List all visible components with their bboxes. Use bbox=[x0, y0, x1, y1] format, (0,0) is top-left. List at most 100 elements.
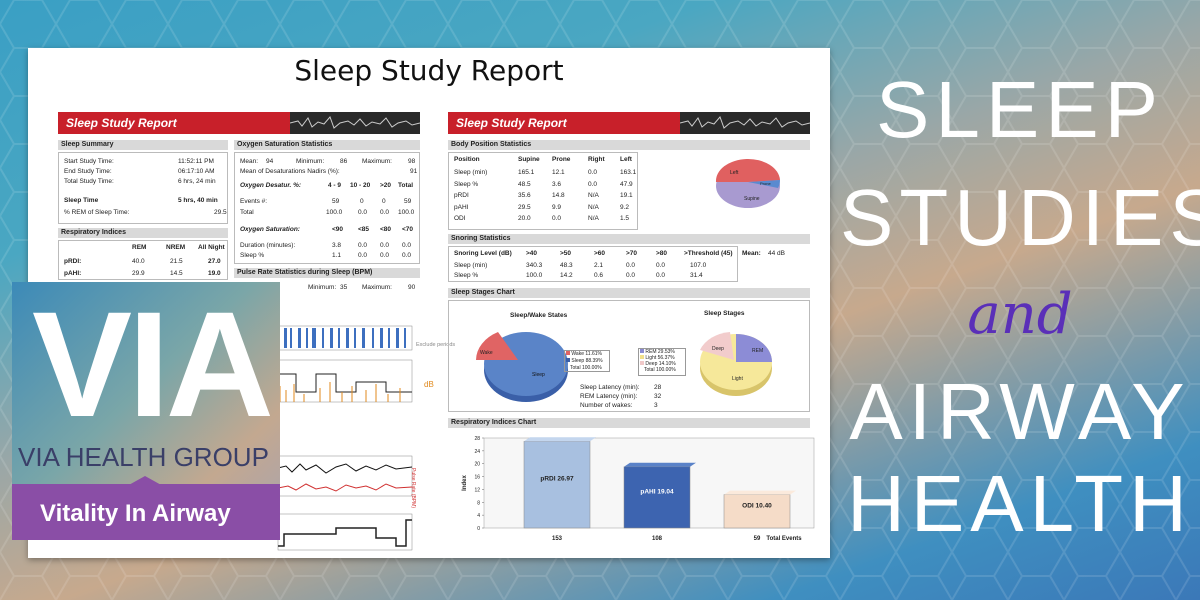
cell: 0.0 bbox=[626, 262, 636, 269]
label: Total bbox=[240, 209, 254, 216]
pie-label-prone: Prone bbox=[760, 181, 771, 186]
y-tick-label: 28 bbox=[474, 436, 480, 442]
cell: 35.6 bbox=[518, 192, 531, 199]
headline-line-3: AIRWAY bbox=[849, 367, 1191, 456]
label: Sleep Latency (min): bbox=[580, 384, 640, 391]
cell: 48.3 bbox=[560, 262, 573, 269]
value: 0.0 bbox=[380, 252, 390, 259]
cell: N/A bbox=[588, 215, 599, 222]
bar-top bbox=[524, 437, 596, 442]
label: Maximum: bbox=[362, 158, 392, 165]
value: 40.0 bbox=[132, 258, 145, 265]
col-header: <80 bbox=[380, 226, 392, 233]
cell: 0.0 bbox=[656, 262, 666, 269]
label: Oxygen Desatur. %: bbox=[240, 182, 302, 189]
snoring-heading: Snoring Statistics bbox=[448, 234, 810, 244]
rem-label: % REM of Sleep Time: bbox=[64, 209, 130, 216]
headline-line-2: STUDIES bbox=[840, 173, 1200, 262]
bar-value-label: pRDI 26.97 bbox=[540, 476, 574, 483]
value: 35 bbox=[340, 284, 348, 291]
value: 06:17:10 AM bbox=[178, 168, 215, 175]
wake-chart-title: Sleep/Wake States bbox=[510, 312, 568, 319]
label: REM Latency (min): bbox=[580, 393, 638, 400]
pie-label-light: Light bbox=[732, 376, 743, 382]
value: 0.0 bbox=[402, 242, 412, 249]
waveform-graphic bbox=[289, 112, 421, 134]
label: Minimum: bbox=[308, 284, 337, 291]
pulse-rate-heading: Pulse Rate Statistics during Sleep (BPM) bbox=[234, 268, 420, 278]
exclude-label: Exclude periods bbox=[416, 342, 456, 348]
overnight-traces bbox=[277, 325, 413, 551]
cell: 1.5 bbox=[620, 215, 630, 222]
pie-label-wake: Wake bbox=[480, 350, 493, 356]
value: 3.8 bbox=[332, 242, 342, 249]
cell: 14.8 bbox=[552, 192, 565, 199]
col-header: REM bbox=[132, 244, 147, 251]
bar-odi bbox=[723, 494, 791, 529]
cell: 0.0 bbox=[656, 272, 666, 279]
col-header: 10 - 20 bbox=[350, 182, 371, 189]
value: 0.0 bbox=[402, 252, 412, 259]
headline-line-1: SLEEP bbox=[876, 65, 1164, 154]
col-header: Prone bbox=[552, 156, 571, 163]
cell: 12.1 bbox=[552, 169, 565, 176]
cell: 9.2 bbox=[620, 203, 630, 211]
col-header: <90 bbox=[332, 226, 344, 233]
label: Mean: bbox=[240, 158, 259, 165]
col-header: Left bbox=[620, 156, 632, 163]
value: 0.0 bbox=[380, 209, 390, 216]
col-header: >70 bbox=[626, 250, 638, 257]
cell: 163.1 bbox=[620, 169, 637, 176]
row-label: Sleep % bbox=[454, 180, 479, 188]
value: 21.5 bbox=[170, 258, 183, 265]
value: 14.5 bbox=[170, 270, 183, 277]
snoring-table bbox=[448, 246, 738, 282]
y-tick-label: 8 bbox=[477, 500, 480, 506]
report-banner-right: Sleep Study Report bbox=[448, 112, 811, 134]
value: 100.0 bbox=[326, 209, 343, 216]
cell: 0.0 bbox=[552, 215, 562, 222]
label: Start Study Time: bbox=[64, 158, 114, 165]
label: Number of wakes: bbox=[580, 402, 633, 409]
report-title: Sleep Study Report bbox=[294, 54, 564, 87]
value: 59 bbox=[332, 198, 340, 205]
label: Sleep % bbox=[240, 252, 265, 259]
value: 91 bbox=[410, 168, 418, 175]
total-events-label: Total Events bbox=[766, 536, 802, 542]
pie-label-rem: REM bbox=[752, 348, 763, 354]
legend-wake: Wake 11.61% bbox=[566, 351, 602, 357]
pie-label-sleep: Sleep bbox=[532, 372, 545, 378]
col-header: All Night bbox=[198, 244, 225, 251]
logo-tagline: Vitality In Airway bbox=[40, 500, 231, 527]
col-header: <85 bbox=[358, 226, 370, 233]
value: 59 bbox=[404, 198, 412, 205]
label: Duration (minutes): bbox=[240, 242, 296, 249]
col-header: Position bbox=[454, 156, 480, 163]
bar-value-label: pAHI 19.04 bbox=[640, 488, 674, 495]
cell: 100.0 bbox=[526, 272, 543, 279]
body-position-pie: Left Prone Supine bbox=[715, 158, 781, 208]
y-tick-label: 24 bbox=[474, 449, 480, 455]
sleep-stages-box bbox=[448, 300, 810, 412]
col-header: >60 bbox=[594, 250, 606, 257]
value: 0.0 bbox=[358, 209, 368, 216]
label: End Study Time: bbox=[64, 168, 112, 175]
pulse-axis-label: Pulse Rate (BPM) bbox=[410, 468, 416, 509]
respiratory-chart-heading: Respiratory Indices Chart bbox=[448, 418, 810, 428]
legend-deep: Deep 14.10% bbox=[640, 361, 676, 367]
label: Mean of Desaturations Nadirs (%): bbox=[240, 168, 340, 175]
bar-top bbox=[624, 462, 696, 467]
legend-total: Total 100.00% bbox=[644, 367, 676, 373]
value: 0.0 bbox=[380, 242, 390, 249]
cell: 107.0 bbox=[690, 262, 707, 269]
label: pAHI: bbox=[64, 270, 82, 277]
banner-label: Sleep Study Report bbox=[66, 116, 177, 130]
label: Oxygen Saturation: bbox=[240, 226, 300, 233]
logo-tagline-band bbox=[12, 484, 280, 540]
cell: 0.0 bbox=[588, 169, 598, 176]
value: 98 bbox=[408, 158, 416, 165]
col-header: Right bbox=[588, 156, 605, 163]
oxygen-saturation-heading: Oxygen Saturation Statistics bbox=[234, 140, 420, 150]
label: pRDI: bbox=[64, 258, 82, 265]
bar-prdi bbox=[523, 441, 591, 529]
